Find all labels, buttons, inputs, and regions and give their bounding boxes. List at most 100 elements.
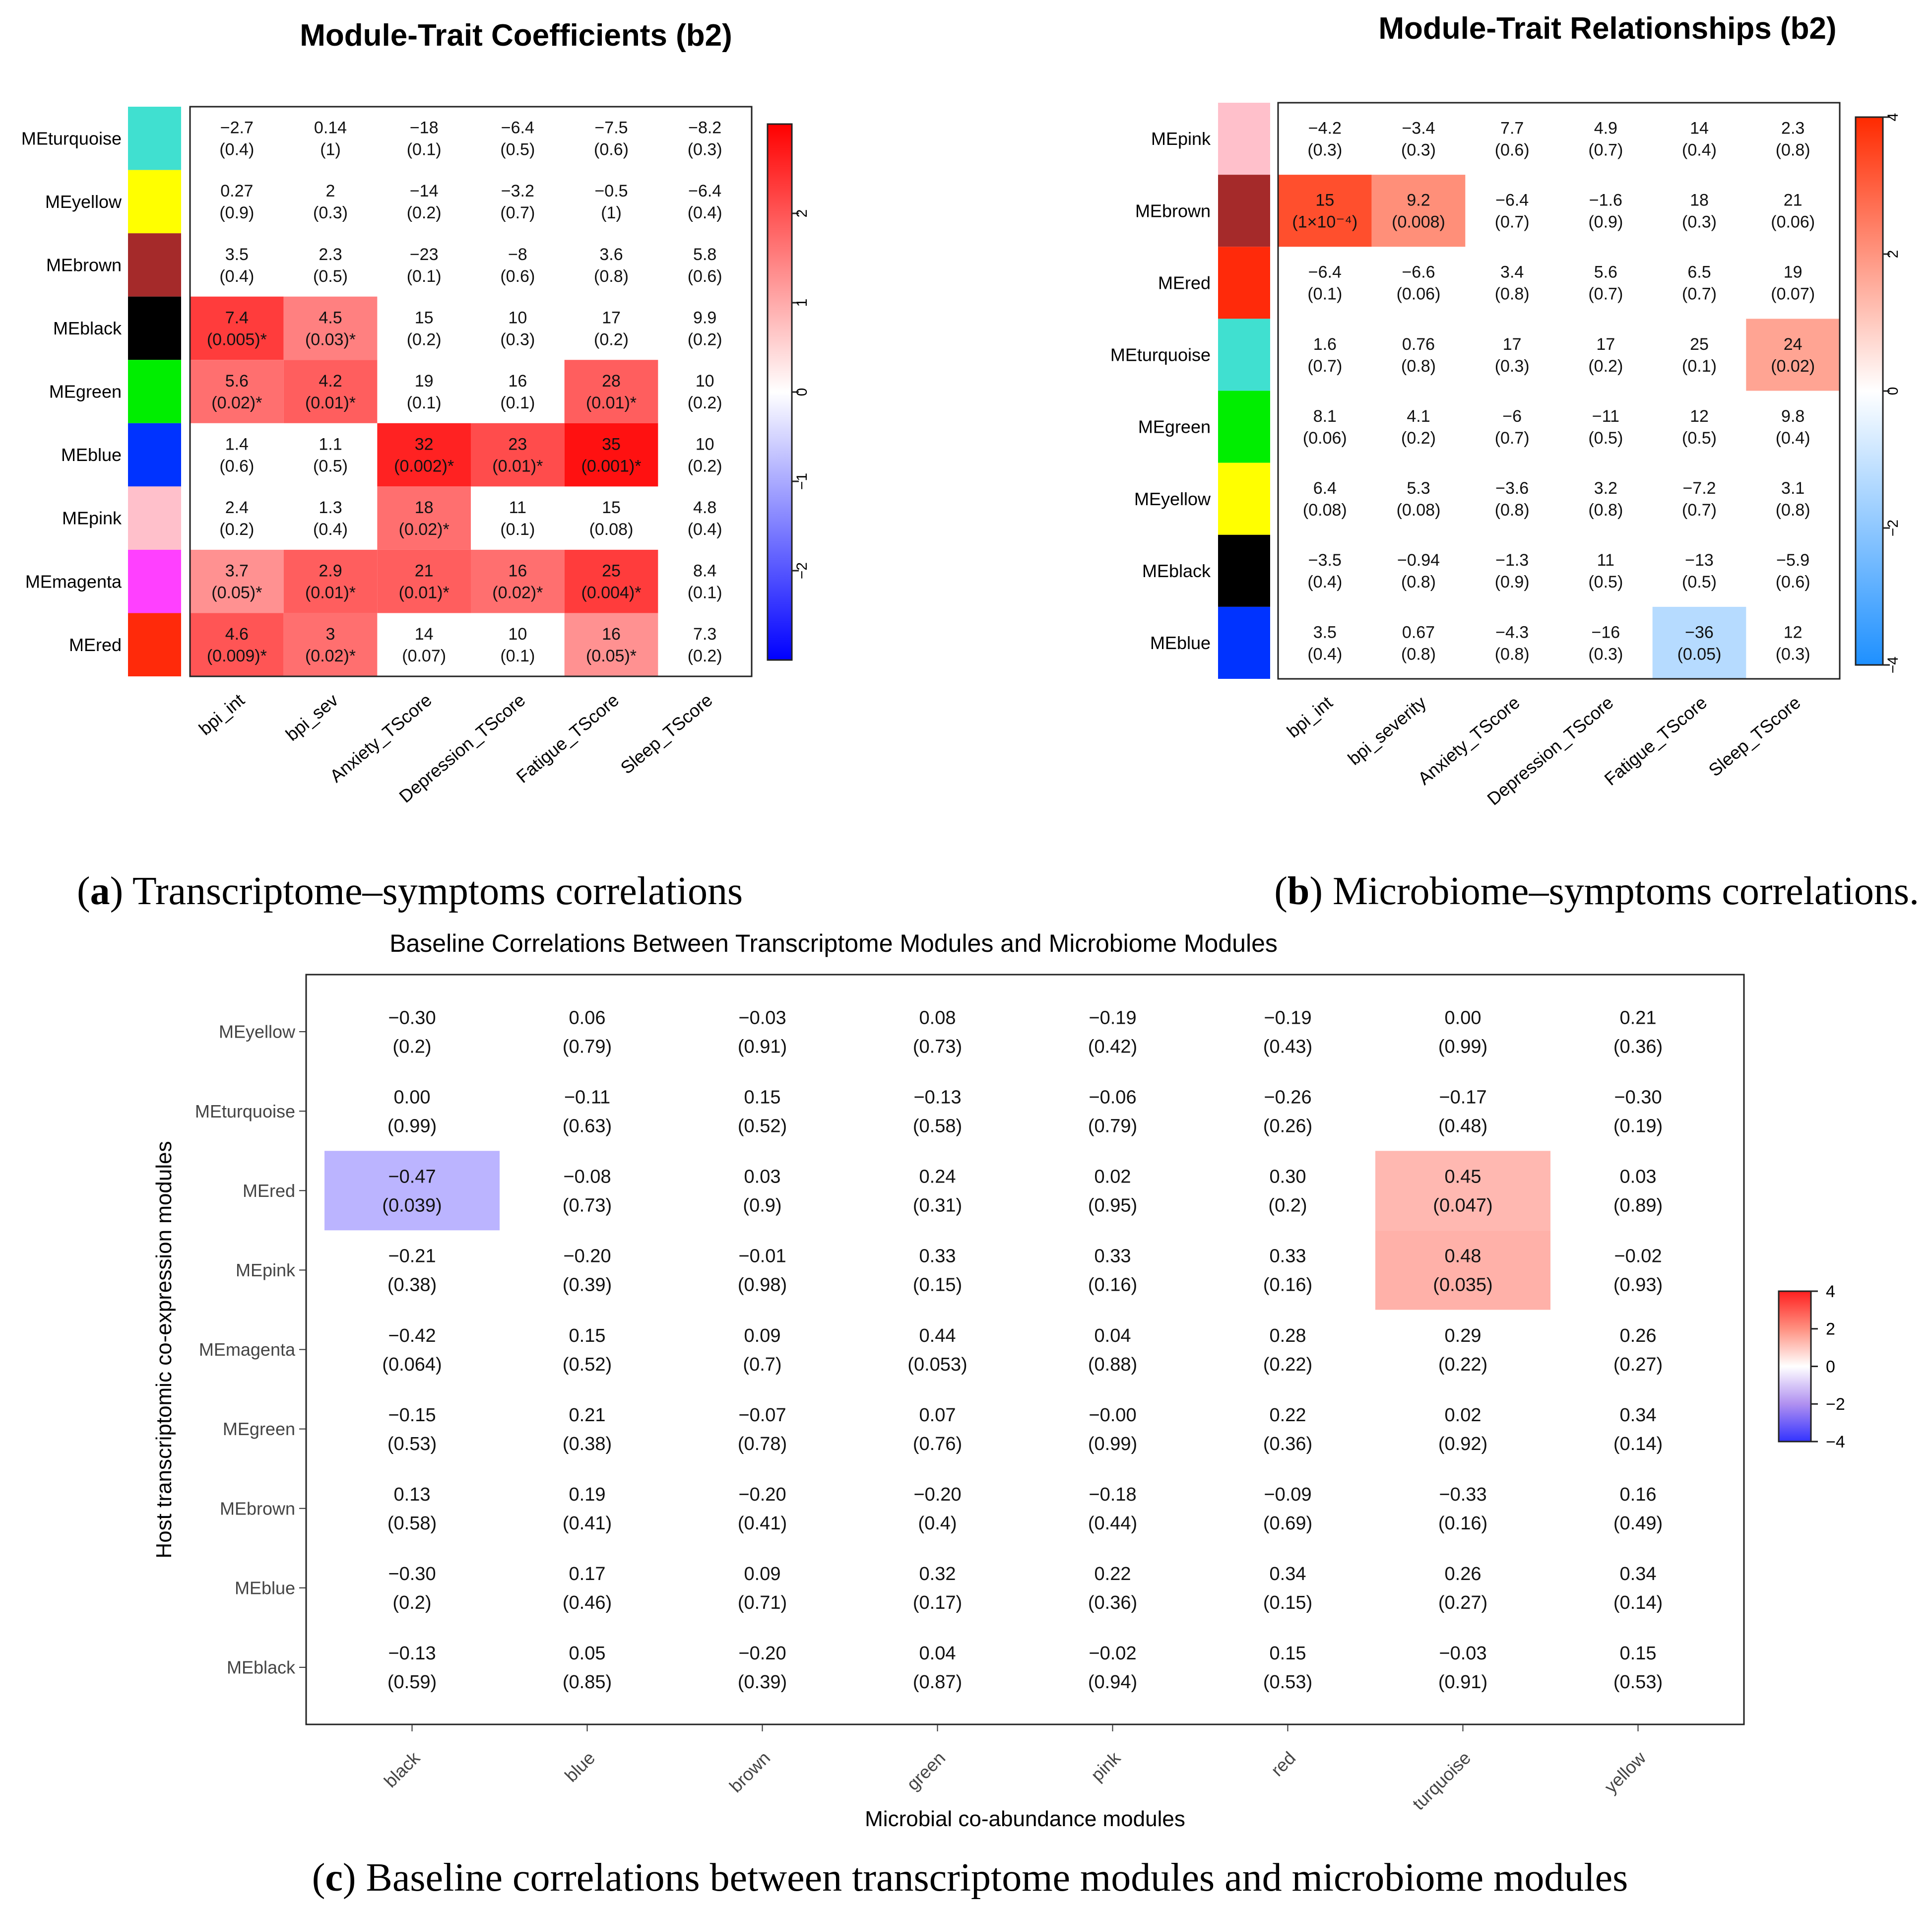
row-label-c-1: MEturquoise xyxy=(195,1101,295,1121)
cell-pvalue-c-3-1: (0.39) xyxy=(563,1275,612,1296)
cell-value-a-0-1: 0.14 xyxy=(314,119,347,137)
cell-pvalue-a-1-5: (0.4) xyxy=(688,203,722,222)
row-swatch-b-2 xyxy=(1218,247,1270,319)
cell-pvalue-c-2-3: (0.31) xyxy=(913,1195,962,1216)
cell-a-3-1 xyxy=(283,296,378,360)
cell-value-b-0-5: 2.3 xyxy=(1781,119,1804,137)
cell-value-b-0-3: 4.9 xyxy=(1594,119,1617,137)
cell-pvalue-b-0-3: (0.7) xyxy=(1588,140,1623,159)
cell-pvalue-a-5-5: (0.2) xyxy=(688,457,722,475)
cell-pvalue-c-6-0: (0.58) xyxy=(387,1513,437,1534)
cell-value-b-6-3: 11 xyxy=(1597,551,1614,570)
cell-value-c-3-0: −0.21 xyxy=(388,1246,436,1267)
cell-value-c-8-4: −0.02 xyxy=(1089,1643,1136,1664)
cell-value-b-2-1: −6.6 xyxy=(1402,263,1435,282)
cell-value-c-5-2: −0.07 xyxy=(738,1405,786,1426)
cell-pvalue-c-4-3: (0.053) xyxy=(907,1354,967,1375)
col-label-c-5: red xyxy=(1267,1748,1299,1780)
col-label-b-5: Sleep_TScore xyxy=(1705,692,1804,781)
cell-value-c-7-3: 0.32 xyxy=(919,1564,956,1584)
cell-value-c-1-0: 0.00 xyxy=(394,1087,431,1108)
cell-pvalue-a-7-2: (0.01)* xyxy=(399,584,450,602)
cell-pvalue-a-7-1: (0.01)* xyxy=(305,584,356,602)
cell-value-b-5-3: 3.2 xyxy=(1594,479,1617,498)
row-swatch-a-4 xyxy=(128,360,181,423)
cell-value-c-0-0: −0.30 xyxy=(388,1007,436,1028)
cell-value-a-5-3: 23 xyxy=(508,435,527,454)
cell-pvalue-a-5-4: (0.001)* xyxy=(581,457,642,475)
cell-value-b-0-4: 14 xyxy=(1690,119,1709,137)
cell-value-c-3-4: 0.33 xyxy=(1095,1246,1131,1267)
cell-pvalue-b-3-1: (0.8) xyxy=(1401,357,1436,376)
cell-pvalue-c-3-7: (0.93) xyxy=(1613,1275,1663,1296)
cell-pvalue-c-1-5: (0.26) xyxy=(1263,1116,1312,1136)
cell-pvalue-c-2-7: (0.89) xyxy=(1613,1195,1663,1216)
cell-value-b-3-3: 17 xyxy=(1596,335,1615,354)
cell-pvalue-c-0-3: (0.73) xyxy=(913,1036,962,1057)
cell-value-b-7-2: −4.3 xyxy=(1495,623,1529,642)
cell-value-a-2-5: 5.8 xyxy=(693,245,716,264)
row-label-c-7: MEblue xyxy=(235,1578,295,1598)
cell-value-a-7-0: 3.7 xyxy=(225,562,249,581)
col-label-c-4: pink xyxy=(1087,1747,1124,1785)
cell-pvalue-b-4-0: (0.06) xyxy=(1303,429,1347,448)
cell-value-a-8-0: 4.6 xyxy=(225,625,249,644)
cell-pvalue-a-8-5: (0.2) xyxy=(688,647,722,665)
cell-value-c-6-5: −0.09 xyxy=(1264,1484,1311,1505)
cell-pvalue-c-7-7: (0.14) xyxy=(1613,1592,1663,1613)
cell-pvalue-a-4-4: (0.01)* xyxy=(586,394,637,412)
cell-pvalue-c-4-2: (0.7) xyxy=(743,1354,781,1375)
cell-a-5-2 xyxy=(377,423,471,487)
cell-pvalue-a-6-4: (0.08) xyxy=(589,520,634,539)
cell-pvalue-b-7-2: (0.8) xyxy=(1495,645,1530,663)
cell-value-b-5-1: 5.3 xyxy=(1407,479,1430,498)
cell-value-a-6-3: 11 xyxy=(509,498,526,517)
cell-pvalue-c-3-2: (0.98) xyxy=(738,1275,787,1296)
cell-value-c-4-1: 0.15 xyxy=(569,1325,606,1346)
cell-value-c-5-6: 0.02 xyxy=(1445,1405,1481,1426)
cell-pvalue-b-0-2: (0.6) xyxy=(1495,140,1530,159)
cell-value-c-2-5: 0.30 xyxy=(1270,1167,1306,1187)
cell-pvalue-c-8-0: (0.59) xyxy=(387,1672,437,1693)
cell-pvalue-b-4-2: (0.7) xyxy=(1495,429,1530,448)
row-label-a-7: MEmagenta xyxy=(25,571,122,592)
cell-pvalue-c-8-7: (0.53) xyxy=(1613,1672,1663,1693)
cell-value-a-7-5: 8.4 xyxy=(693,562,716,581)
cell-c-3-6 xyxy=(1375,1230,1550,1310)
cell-pvalue-c-6-1: (0.41) xyxy=(563,1513,612,1534)
cell-value-c-8-7: 0.15 xyxy=(1620,1643,1657,1664)
row-label-a-3: MEblack xyxy=(53,318,122,338)
cell-value-b-4-5: 9.8 xyxy=(1781,407,1804,426)
cell-value-b-2-5: 19 xyxy=(1784,263,1803,282)
cell-pvalue-a-0-2: (0.1) xyxy=(407,140,442,159)
caption-b: (b) Microbiome–symptoms correlations. xyxy=(1274,869,1919,913)
cell-pvalue-a-8-1: (0.02)* xyxy=(305,647,356,665)
row-label-b-3: MEturquoise xyxy=(1110,345,1211,365)
colorbar-tick-label-b-0: 4 xyxy=(1885,113,1901,122)
row-swatch-b-4 xyxy=(1218,391,1270,463)
cell-a-8-4 xyxy=(564,613,658,676)
cell-pvalue-a-3-2: (0.2) xyxy=(407,330,442,349)
cell-value-c-4-2: 0.09 xyxy=(744,1325,781,1346)
cell-value-a-3-2: 15 xyxy=(415,308,434,327)
cell-pvalue-c-5-4: (0.99) xyxy=(1088,1434,1137,1454)
cell-pvalue-c-6-4: (0.44) xyxy=(1088,1513,1137,1534)
cell-pvalue-c-6-5: (0.69) xyxy=(1263,1513,1312,1534)
cell-pvalue-a-0-4: (0.6) xyxy=(594,140,629,159)
col-label-c-6: turquoise xyxy=(1408,1748,1475,1814)
cell-pvalue-a-5-3: (0.01)* xyxy=(492,457,543,475)
colorbar-tick-label-a-4: −2 xyxy=(794,562,810,579)
cell-pvalue-a-1-3: (0.7) xyxy=(500,203,535,222)
cell-pvalue-c-0-4: (0.42) xyxy=(1088,1036,1137,1057)
cell-pvalue-c-2-0: (0.039) xyxy=(382,1195,442,1216)
row-label-a-6: MEpink xyxy=(62,508,122,528)
colorbar-tick-label-c-0: 4 xyxy=(1826,1282,1835,1301)
cell-pvalue-b-5-4: (0.7) xyxy=(1682,501,1717,520)
row-swatch-b-5 xyxy=(1218,462,1270,535)
panel-a-heatmap: Module-Trait Coefficients (b2) −2.7 (0.4) 0… xyxy=(21,18,810,807)
row-label-b-7: MEblue xyxy=(1150,633,1211,653)
cell-value-b-6-1: −0.94 xyxy=(1397,551,1440,570)
cell-a-4-4 xyxy=(564,360,658,423)
cell-value-c-2-3: 0.24 xyxy=(919,1167,956,1187)
